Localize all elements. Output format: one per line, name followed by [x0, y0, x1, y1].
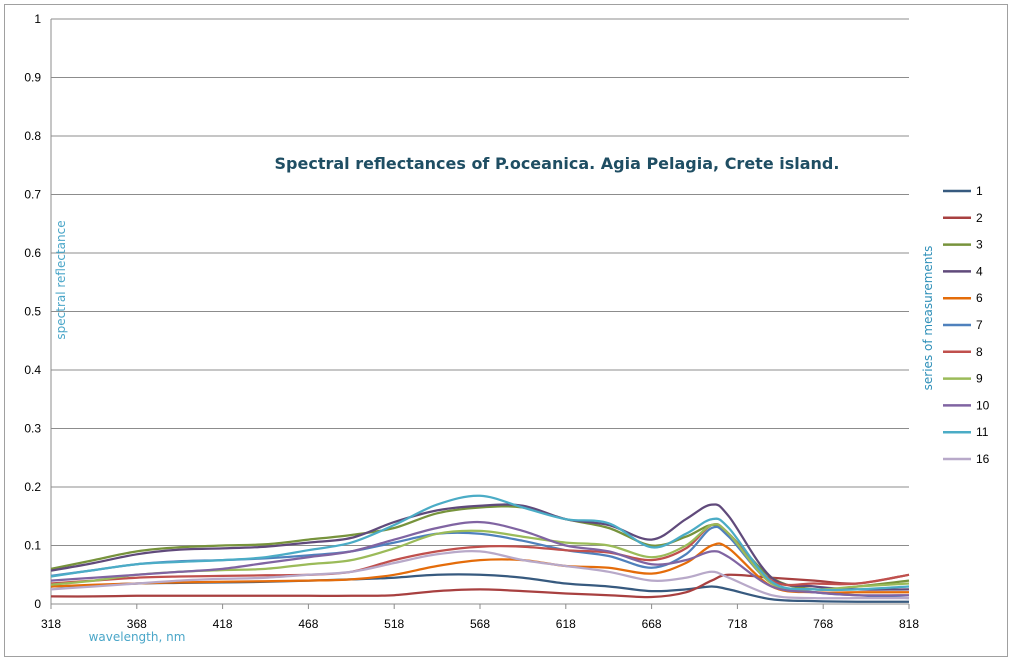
legend-label: 8 [976, 345, 983, 359]
x-tick-label: 518 [384, 617, 404, 631]
y-tick-label: 0.5 [24, 305, 41, 319]
y-axis-ticks: 0 0.1 0.2 0.3 0.4 0.5 0.6 0.7 0.8 0.9 1 [24, 12, 41, 611]
x-tick-label: 718 [727, 617, 747, 631]
x-tick-label: 368 [127, 617, 147, 631]
x-tick-label: 418 [213, 617, 233, 631]
legend-label: 4 [976, 264, 983, 278]
x-tick-label: 468 [298, 617, 318, 631]
y-tick-label: 0.9 [24, 71, 41, 85]
legend-label: 1 [976, 184, 983, 198]
series-line-4 [50, 503, 910, 591]
y-tick-label: 0.8 [24, 129, 41, 143]
legend-label: 16 [976, 452, 990, 466]
series-line-6 [50, 542, 909, 594]
y-tick-label: 0.1 [24, 539, 41, 553]
x-axis-ticks: 318 368 418 468 518 568 618 668 718 768 818 [41, 604, 919, 631]
legend-label: 6 [976, 291, 983, 305]
y-tick-label: 1 [34, 12, 41, 26]
legend-label: 11 [976, 425, 989, 439]
x-tick-label: 768 [813, 617, 833, 631]
series-lines [50, 494, 910, 603]
series-line-11 [50, 494, 910, 592]
y-tick-label: 0.4 [24, 363, 41, 377]
legend-label: 9 [976, 372, 983, 386]
x-tick-label: 568 [470, 617, 490, 631]
x-tick-label: 668 [642, 617, 662, 631]
legend-label: 7 [976, 318, 983, 332]
y-axis-title: spectral reflectance [54, 220, 68, 339]
legend-label: 3 [976, 238, 983, 252]
legend: 1 2 3 4 6 7 8 9 10 11 16 [943, 184, 990, 466]
x-tick-label: 318 [41, 617, 61, 631]
y-tick-label: 0.6 [24, 246, 41, 260]
y-tick-label: 0 [34, 597, 41, 611]
series-line-16 [50, 550, 909, 600]
legend-title: series of measurements [921, 246, 935, 391]
gridlines [51, 18, 909, 605]
x-tick-label: 818 [899, 617, 919, 631]
legend-label: 10 [976, 398, 990, 412]
y-tick-label: 0.2 [24, 480, 41, 494]
y-tick-label: 0.3 [24, 422, 41, 436]
x-tick-label: 618 [556, 617, 576, 631]
chart-title: Spectral reflectances of P.oceanica. Agi… [275, 154, 840, 173]
legend-label: 2 [976, 211, 983, 225]
y-tick-label: 0.7 [24, 188, 41, 202]
x-axis-title: wavelength, nm [89, 630, 186, 644]
series-line-10 [50, 520, 910, 597]
series-line-2 [50, 573, 910, 599]
